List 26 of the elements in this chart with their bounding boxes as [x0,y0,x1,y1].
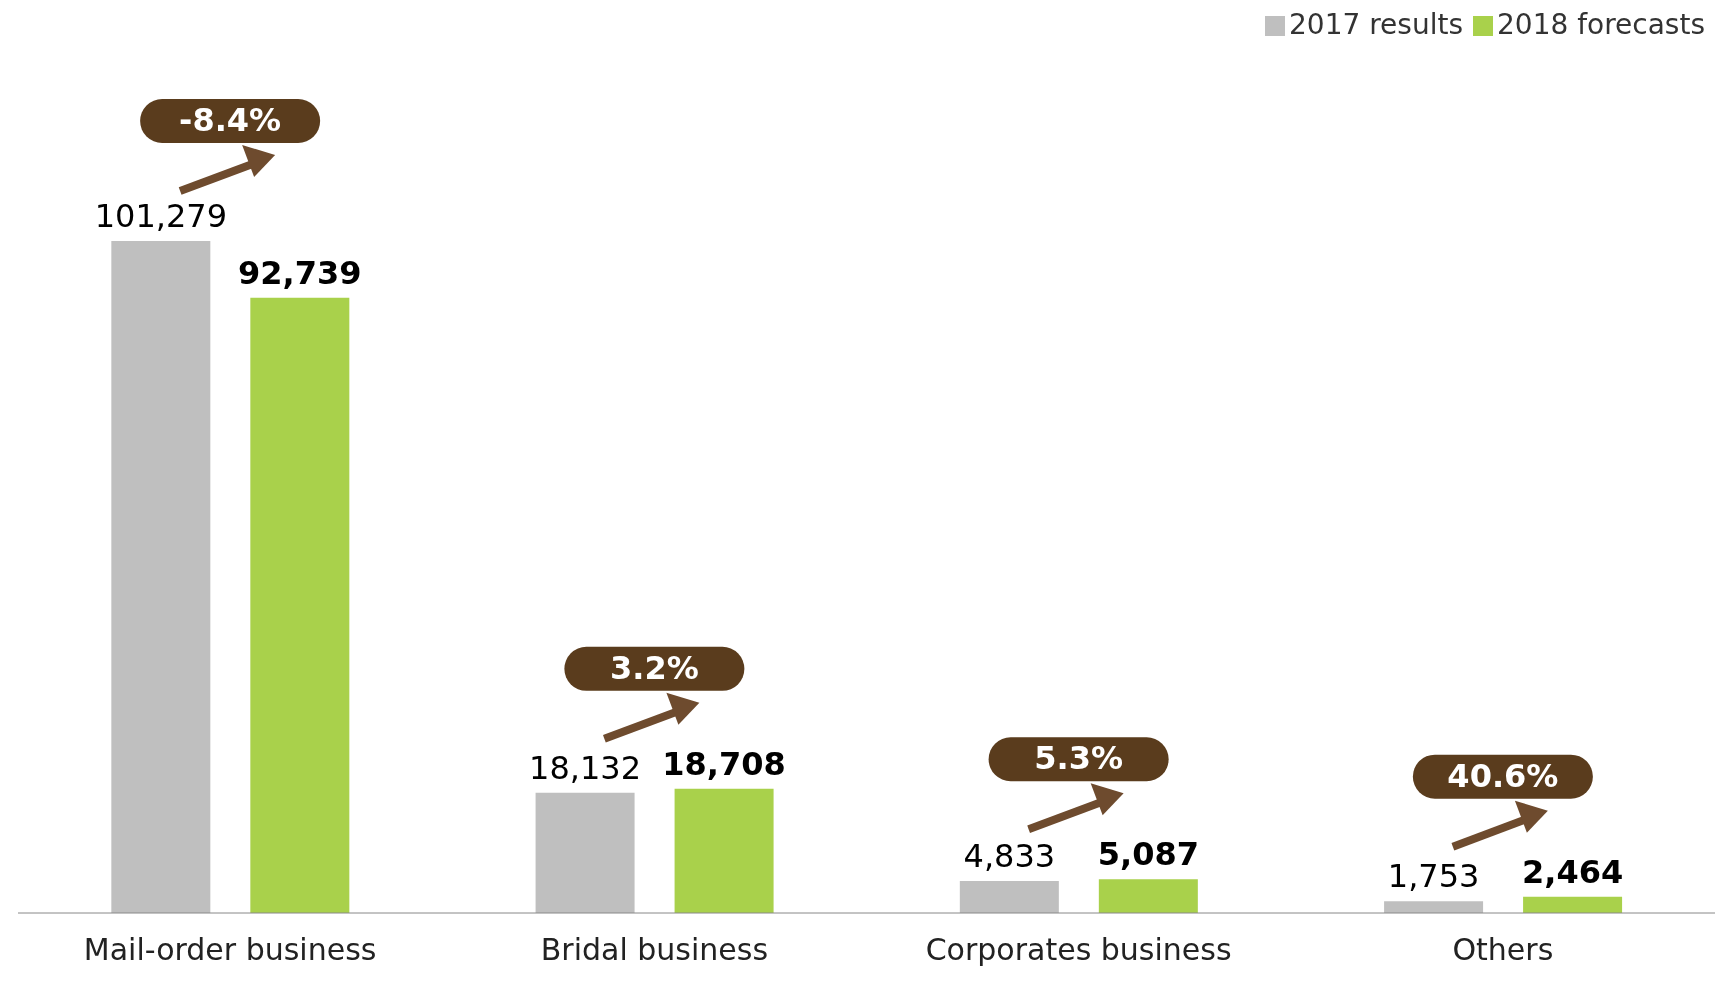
data-label: 5,087 [1097,835,1199,874]
bar [1523,896,1623,913]
bar [674,788,774,913]
data-label: 2,464 [1521,852,1624,891]
bar [959,880,1059,913]
bar [1098,879,1198,913]
x-tick-label: Bridal business [540,932,769,968]
data-label: 101,279 [94,197,227,235]
bar [1384,901,1484,913]
data-label: 18,132 [529,748,642,787]
annotation: 3.2% [610,648,699,687]
data-label: 4,833 [963,836,1056,875]
text: -8.4% [179,101,282,139]
bar [250,297,350,913]
bar [111,241,211,913]
x-tick-label: Others [1452,932,1554,968]
annotation: 5.3% [1034,739,1123,778]
data-label: 92,739 [238,253,362,292]
annotation: 40.6% [1447,756,1559,795]
legend-label: 2017 results [1289,8,1464,41]
x-tick-label: Corporates business [925,932,1232,968]
bar [535,792,635,913]
x-tick-label: Mail-order business [83,932,377,968]
data-label: 1,753 [1387,857,1480,896]
legend-label: 2018 forecasts [1497,8,1705,41]
data-label: 18,708 [662,744,786,783]
